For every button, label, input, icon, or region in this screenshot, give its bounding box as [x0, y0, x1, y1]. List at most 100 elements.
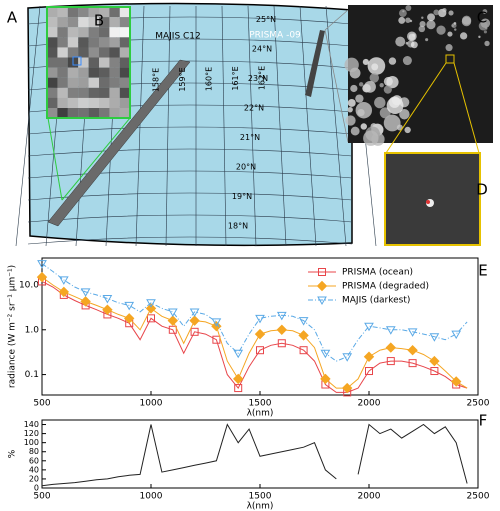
parallel: [27, 214, 353, 223]
lon-label: 162°E: [258, 66, 267, 90]
cloud: [379, 83, 384, 88]
cloud: [362, 58, 369, 66]
marker: [233, 349, 244, 359]
lat-label: 23°N: [248, 74, 268, 83]
marker: [80, 296, 91, 307]
pixel: [78, 17, 89, 28]
pixel: [109, 17, 120, 28]
x-tick-label: 2500: [467, 492, 490, 502]
cloud: [427, 13, 435, 22]
cloud: [363, 130, 379, 146]
cloud: [383, 114, 401, 132]
pixel: [119, 47, 131, 58]
marker: [364, 322, 374, 332]
x-axis-label: λ(nm): [247, 409, 274, 419]
pixel: [99, 37, 110, 48]
pixel: [88, 47, 100, 58]
pixel: [57, 67, 68, 78]
pixel: [67, 17, 79, 28]
pixel: [67, 77, 79, 88]
cloud: [395, 36, 406, 47]
pixel: [109, 7, 120, 18]
cloud: [478, 21, 488, 31]
cloud: [350, 126, 360, 136]
pixel: [88, 87, 100, 98]
marker: [407, 344, 418, 356]
x-tick-label: 1000: [140, 492, 163, 502]
pixel: [119, 37, 131, 48]
cloud: [445, 44, 453, 52]
marker: [58, 276, 69, 285]
marker: [211, 318, 222, 327]
marker: [429, 333, 440, 342]
cloud: [364, 80, 376, 93]
pixel: [57, 27, 68, 38]
cloud: [386, 97, 404, 115]
pixel: [67, 7, 79, 18]
pixel: [109, 108, 120, 119]
marker: [212, 335, 221, 344]
zoom-box: [445, 54, 455, 64]
pixel: [67, 108, 79, 119]
meridian: [273, 5, 287, 247]
y-tick-label: 20: [29, 474, 39, 483]
prisma-swath: [305, 30, 325, 97]
y-tick-label: 140: [24, 420, 39, 429]
pixel: [67, 87, 79, 98]
cloud: [398, 9, 407, 18]
marker: [124, 301, 135, 311]
pixel: [47, 67, 58, 78]
marker: [145, 303, 157, 314]
y-axis-label: radiance (W m⁻² sr⁻¹ µm⁻¹): [8, 265, 18, 388]
meridian: [299, 5, 317, 247]
pixel: [109, 37, 120, 48]
pixel: [119, 7, 131, 18]
cloud: [419, 21, 426, 28]
charts: 500 1000 1500 2000 25000.11.010.0λ(nm)radian…: [8, 257, 490, 511]
legend-marker: [316, 280, 328, 292]
lat-label: 22°N: [244, 104, 264, 113]
hotspot-core: [426, 200, 430, 204]
plot-frame: [41, 419, 479, 489]
x-tick-label: 1500: [249, 492, 272, 502]
cloud: [355, 94, 364, 103]
pixel: [109, 87, 120, 98]
y-tick-label: 120: [24, 429, 39, 438]
cloud: [418, 25, 426, 33]
marker: [407, 328, 418, 337]
pixel: [99, 17, 110, 28]
marker: [450, 376, 462, 387]
cloud: [482, 9, 488, 14]
pixel: [57, 47, 68, 58]
marker: [168, 325, 177, 334]
x-tick-label: 1500: [249, 399, 272, 409]
marker: [189, 308, 200, 317]
pixel: [78, 37, 89, 48]
pixel: [119, 57, 131, 68]
pixel: [109, 77, 120, 88]
cloud: [369, 73, 380, 83]
lat-label: 24°N: [252, 45, 272, 54]
pixel: [99, 97, 110, 109]
lon-label: 158°E: [152, 68, 161, 92]
cloud: [402, 56, 412, 66]
cloud: [421, 16, 424, 19]
cloud: [398, 16, 406, 24]
pixel: [99, 47, 110, 58]
meridian: [247, 5, 257, 247]
pixel: [47, 57, 58, 68]
cloud: [442, 7, 447, 13]
image-d: [384, 152, 481, 246]
pixel: [47, 27, 58, 38]
legend-label: PRISMA (degraded): [342, 282, 429, 292]
cloud: [360, 123, 367, 130]
pixel: [47, 77, 58, 88]
meridian: [165, 5, 171, 247]
marker: [277, 339, 286, 348]
marker: [147, 314, 155, 323]
lon-label: 159°E: [178, 67, 187, 91]
marker: [102, 294, 113, 304]
marker: [80, 288, 91, 297]
marker: [385, 326, 396, 335]
x-tick-label: 2500: [467, 399, 490, 409]
